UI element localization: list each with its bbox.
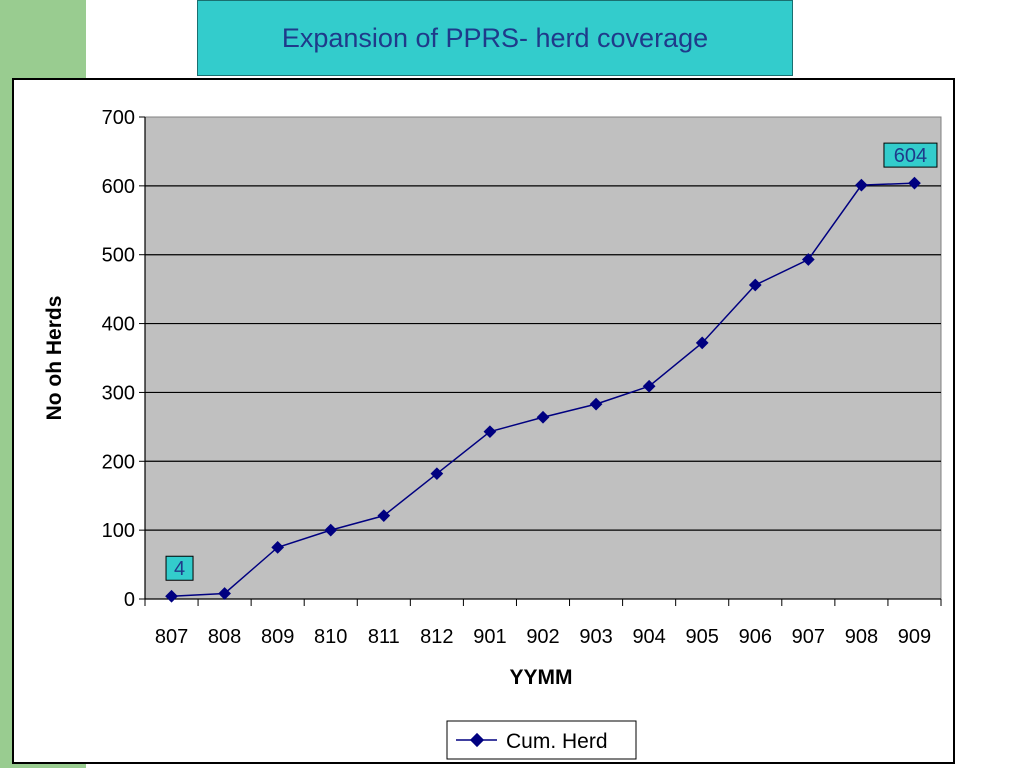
legend-series-name: Cum. Herd (506, 730, 608, 753)
x-tick-label-902: 902 (526, 626, 559, 648)
data-point-808 (218, 587, 231, 600)
data-point-810 (324, 523, 338, 537)
slide-title: Expansion of PPRS- herd coverage (281, 22, 709, 53)
x-tick-label-809: 809 (261, 626, 294, 648)
x-tick-label-810: 810 (314, 626, 347, 648)
chart-frame: 0 100 200 300 400 500 600 700 807 808 809 810 811 812… (12, 78, 955, 764)
x-tick-label-811: 811 (368, 626, 400, 648)
x-tick-label-808: 808 (208, 626, 241, 648)
data-point-812 (430, 467, 444, 481)
tick-labels: 0 100 200 300 400 500 600 700 807 808 809 810 811 812… (102, 107, 932, 648)
data-label-box-807 (165, 555, 194, 581)
y-axis-label: No oh Herds (43, 296, 66, 421)
plot-area (144, 116, 942, 600)
data-labels: 4 604 (165, 142, 938, 581)
data-label-807: 4 (174, 558, 185, 580)
data-label-box-909 (883, 142, 938, 168)
x-tick-label-807: 807 (155, 626, 188, 648)
data-label-909: 604 (894, 145, 927, 167)
x-tick-label-908: 908 (845, 626, 878, 648)
y-tick-label-0: 0 (124, 589, 135, 611)
x-tick-label-904: 904 (632, 626, 665, 648)
legend-marker-icon (469, 732, 485, 748)
y-tick-label-600: 600 (102, 176, 135, 198)
x-tick-label-812: 812 (420, 626, 453, 648)
data-point-901 (483, 425, 497, 439)
x-tick-label-903: 903 (579, 626, 612, 648)
legend: Cum. Herd (446, 720, 637, 760)
x-tick-label-905: 905 (686, 626, 719, 648)
x-axis-label: YYMM (510, 666, 573, 689)
axes (139, 116, 942, 606)
x-tick-label-906: 906 (739, 626, 772, 648)
y-tick-label-700: 700 (102, 107, 135, 129)
y-tick-label-300: 300 (102, 382, 135, 404)
y-tick-label-400: 400 (102, 314, 135, 336)
slide-title-box: Expansion of PPRS- herd coverage (197, 0, 793, 76)
data-point-809 (271, 540, 285, 554)
line-chart: 0 100 200 300 400 500 600 700 807 808 809 810 811 812… (43, 107, 942, 760)
y-tick-label-500: 500 (102, 245, 135, 267)
gridlines (145, 185, 941, 531)
x-tick-label-907: 907 (792, 626, 825, 648)
y-tick-label-100: 100 (102, 520, 135, 542)
y-tick-label-200: 200 (102, 451, 135, 473)
x-tick-label-909: 909 (898, 626, 931, 648)
x-tick-label-901: 901 (473, 626, 506, 648)
